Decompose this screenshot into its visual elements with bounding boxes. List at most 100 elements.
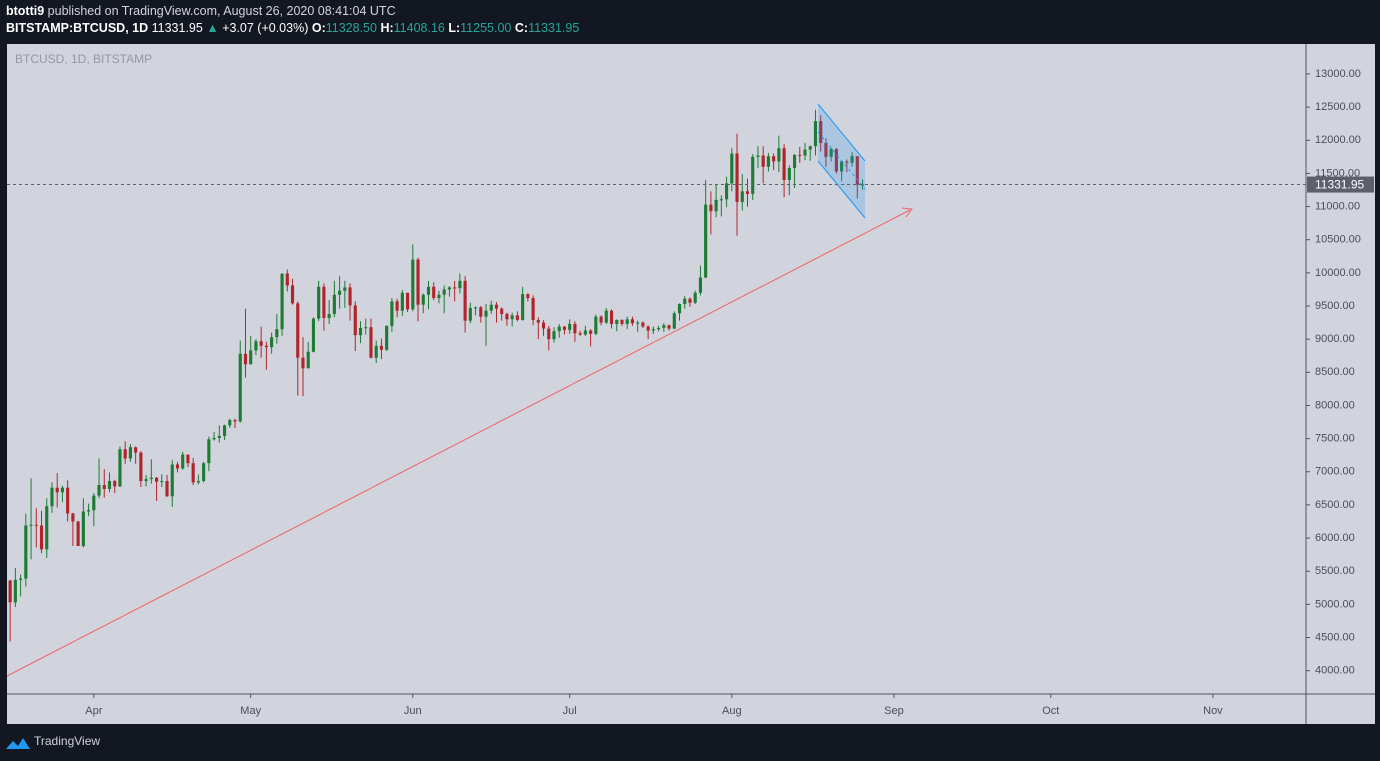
candle-body <box>385 325 389 350</box>
candle-body <box>34 524 38 526</box>
candle-body <box>160 481 164 483</box>
candle-body <box>704 204 708 278</box>
candle-body <box>463 280 467 321</box>
candle-body <box>651 329 655 331</box>
candle-body <box>599 316 603 323</box>
candle-body <box>212 437 216 440</box>
candle-body <box>348 287 352 306</box>
candle-body <box>327 313 331 318</box>
y-tick-label: 11500.00 <box>1315 167 1360 179</box>
candle-body <box>421 294 425 305</box>
candle-body <box>526 294 530 299</box>
y-tick-label: 7500.00 <box>1315 433 1355 445</box>
candle-body <box>693 292 697 303</box>
candle-body <box>395 301 399 311</box>
candle-body <box>71 513 75 522</box>
candle-body <box>698 277 702 293</box>
candle-body <box>369 327 373 358</box>
candle-body <box>259 341 263 346</box>
candle-body <box>254 341 258 351</box>
y-tick-label: 11000.00 <box>1315 200 1360 212</box>
y-tick-label: 9500.00 <box>1315 300 1355 312</box>
candle-body <box>406 292 410 310</box>
candle-body <box>149 477 153 480</box>
candle-body <box>808 146 812 150</box>
candle-body <box>285 273 289 286</box>
x-tick-label: May <box>240 705 261 717</box>
y-tick-label: 12000.00 <box>1315 134 1361 146</box>
symbol: BITSTAMP:BTCUSD, 1D <box>6 21 148 35</box>
candle-body <box>813 121 818 147</box>
candle-body <box>568 323 572 330</box>
candle-body <box>510 315 514 320</box>
y-tick-label: 10000.00 <box>1315 267 1361 279</box>
ohlc-value: 11331.95 <box>528 21 579 35</box>
last-price: 11331.95 <box>152 21 203 35</box>
candle-body <box>484 310 488 317</box>
x-tick-label: Nov <box>1203 705 1223 717</box>
candle-body <box>238 353 242 422</box>
ohlc-value: 11408.16 <box>394 21 445 35</box>
x-tick-label: Aug <box>722 705 742 717</box>
candle-body <box>353 305 357 336</box>
candle-body <box>515 315 519 320</box>
candle-body <box>777 148 781 162</box>
candle-body <box>489 304 493 311</box>
candle-body <box>97 485 101 496</box>
candle-body <box>672 313 676 329</box>
candle-body <box>819 121 823 143</box>
candle-body <box>625 319 629 324</box>
candle-body <box>364 327 368 329</box>
candle-body <box>50 487 54 507</box>
candle-body <box>709 204 713 212</box>
candle-body <box>322 286 326 318</box>
candle-body <box>787 168 791 181</box>
x-tick-label: Sep <box>884 705 904 717</box>
candle-body <box>102 485 106 490</box>
candle-body <box>338 290 342 295</box>
candle-body <box>782 148 786 181</box>
candle-body <box>139 452 143 482</box>
ohlc-label: O: <box>312 21 326 35</box>
candle-body <box>118 449 122 487</box>
candle-body <box>270 337 274 348</box>
candle-body <box>437 294 441 299</box>
candle-body <box>683 298 687 305</box>
candle-body <box>81 511 85 547</box>
ohlc-label: C: <box>515 21 528 35</box>
candle-body <box>447 287 451 290</box>
candle-body <box>725 183 729 200</box>
logo <box>6 738 30 749</box>
y-tick-label: 5000.00 <box>1315 598 1355 610</box>
candle-body <box>453 287 457 289</box>
logo-icon <box>6 738 30 749</box>
candle-body <box>541 322 546 329</box>
candle-body <box>505 313 509 320</box>
candle-body <box>557 326 561 332</box>
candle-body <box>458 280 462 289</box>
candle-body <box>714 199 718 212</box>
candle-body <box>207 439 211 464</box>
candle-body <box>275 329 279 338</box>
trend-arrow <box>901 207 913 218</box>
candle-body <box>636 322 640 324</box>
candle-body <box>479 307 483 317</box>
plot <box>8 109 865 642</box>
candle-body <box>123 449 127 459</box>
y-tick-label: 9000.00 <box>1315 333 1355 345</box>
channel-mid <box>817 131 866 190</box>
candle-body <box>243 353 248 365</box>
ohlc-label: H: <box>380 21 393 35</box>
x-tick-label: Oct <box>1042 705 1059 717</box>
candle-body <box>641 322 645 327</box>
candle-body <box>374 345 378 358</box>
y-tick-label: 7000.00 <box>1315 466 1355 478</box>
chart-panel <box>7 44 1375 724</box>
y-tick-label: 8500.00 <box>1315 366 1355 378</box>
candle-body <box>531 298 535 320</box>
candle-body <box>113 481 117 487</box>
candle-body <box>191 463 195 483</box>
ohlc-value: 11328.50 <box>326 21 377 35</box>
candle-body <box>76 521 80 547</box>
